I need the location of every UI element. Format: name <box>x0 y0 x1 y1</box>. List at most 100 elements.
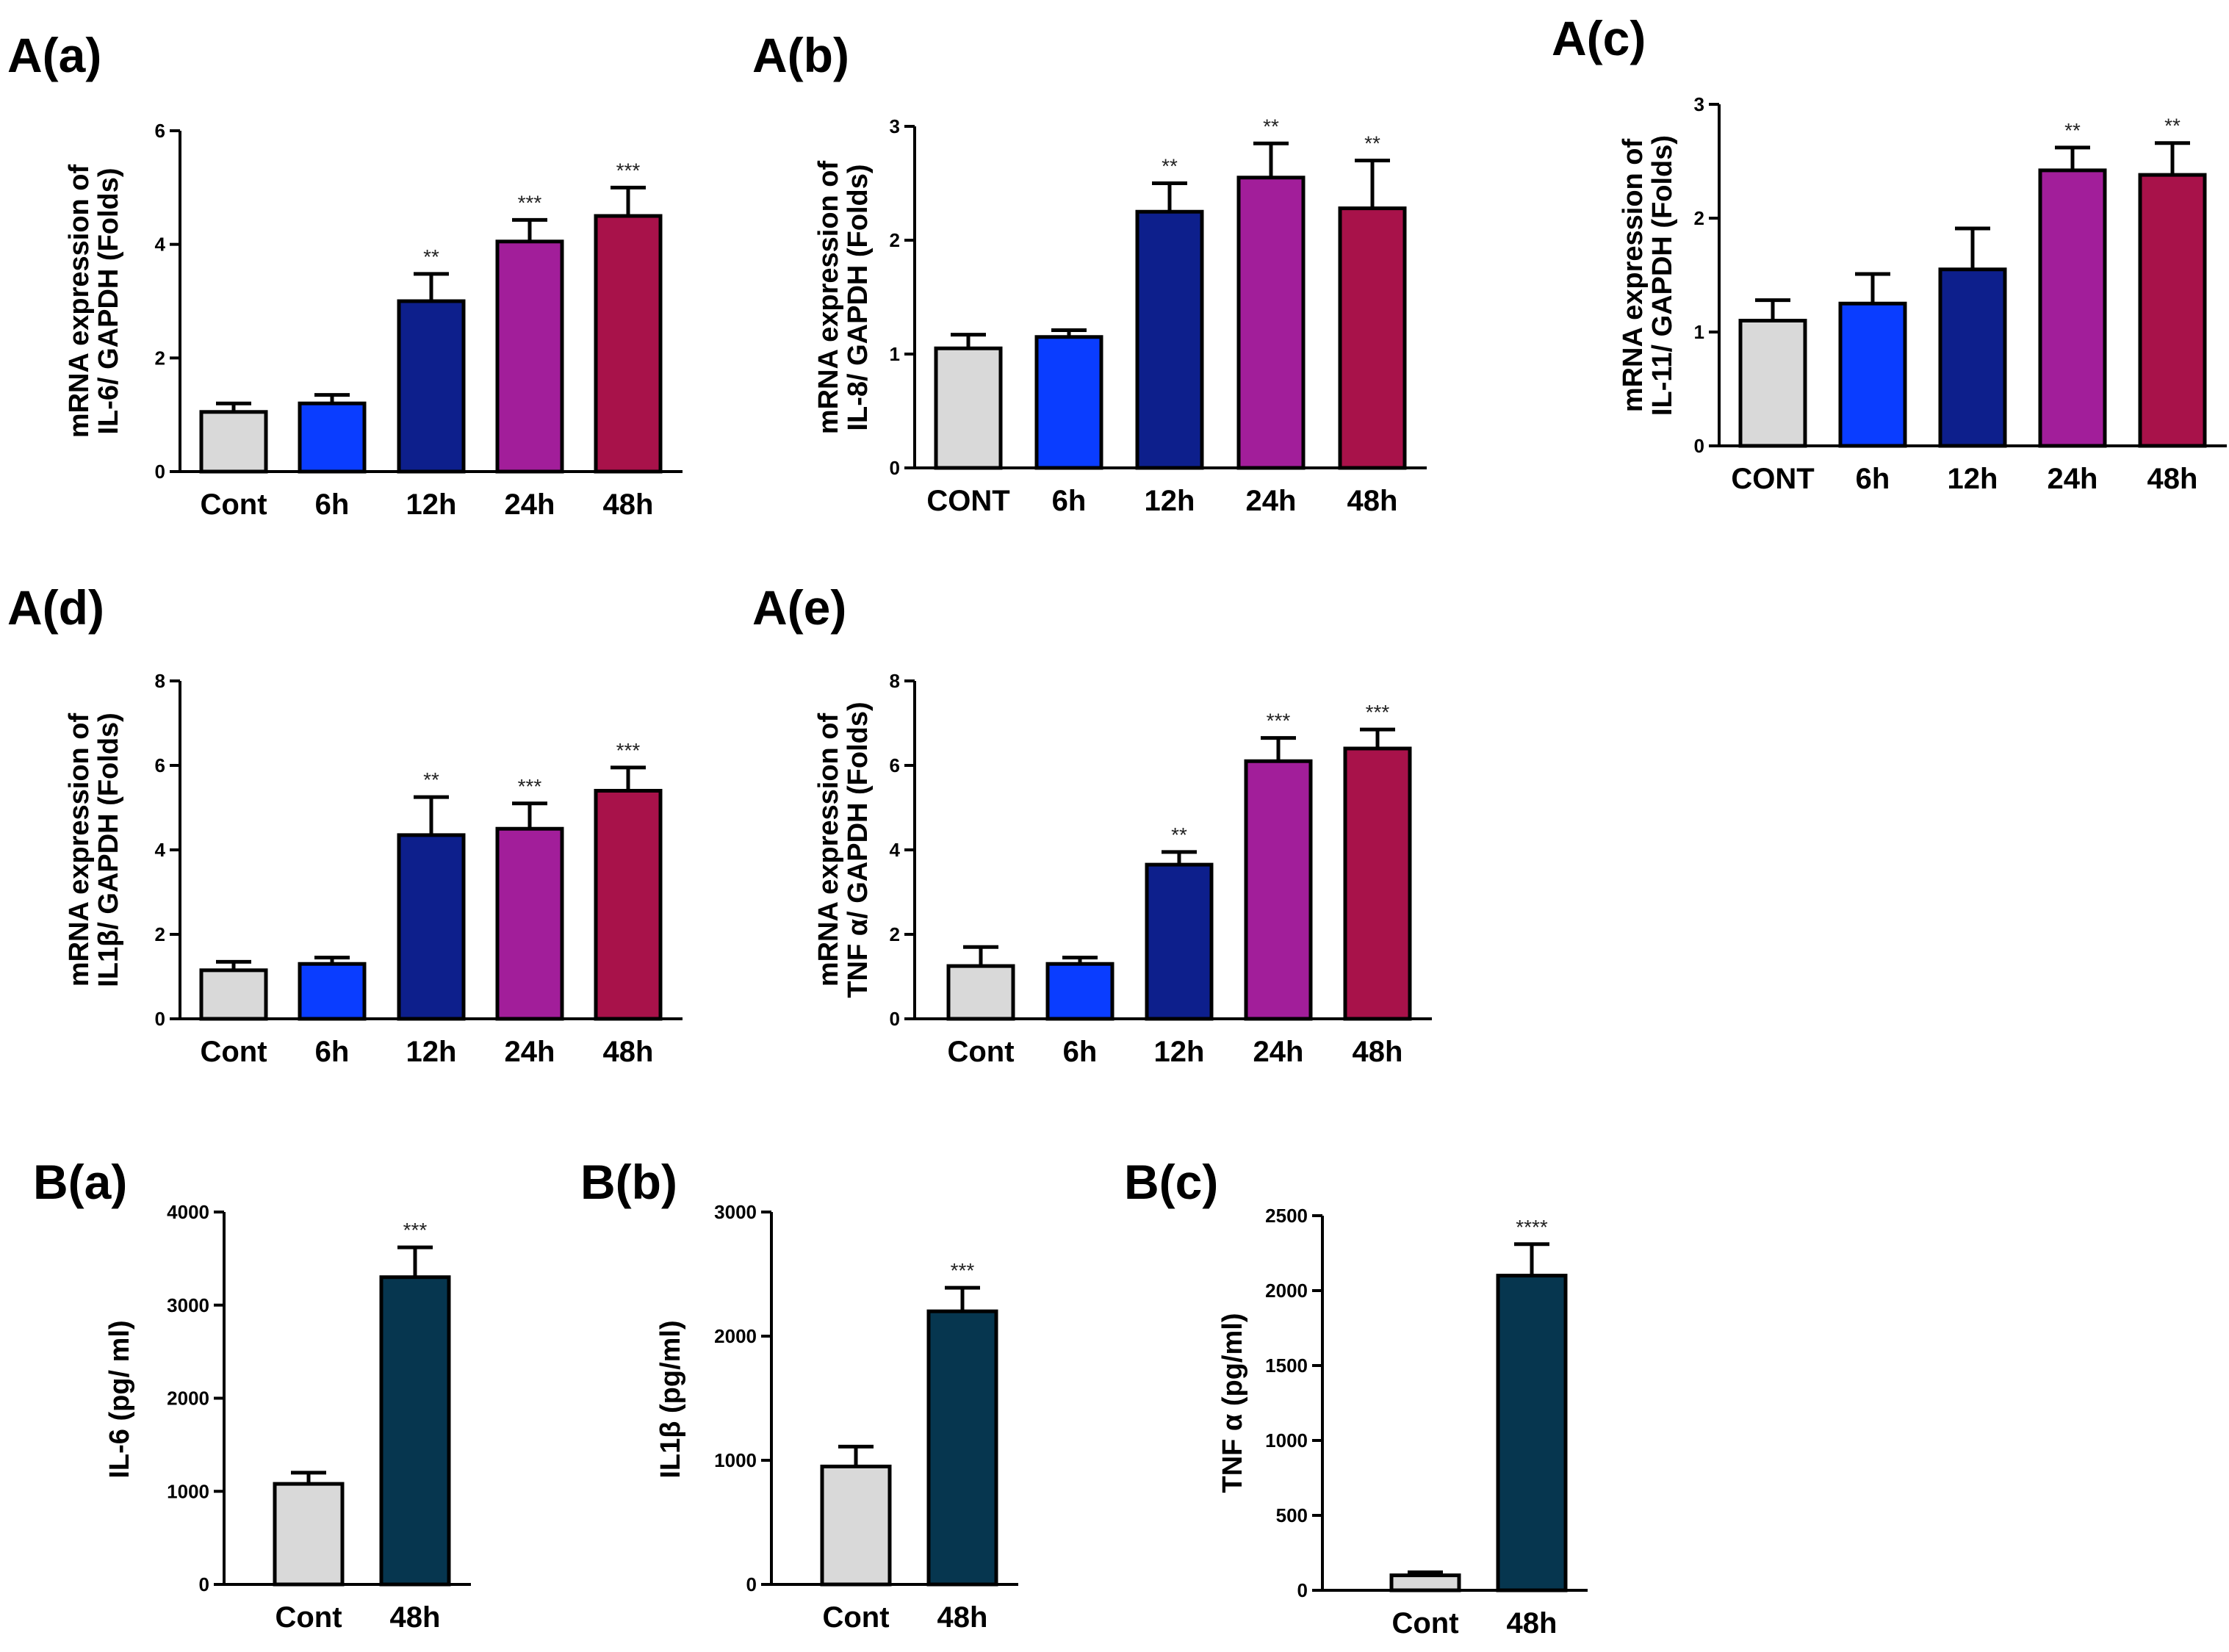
y-tick-label: 2000 <box>714 1325 757 1347</box>
y-tick-label: 2000 <box>167 1388 209 1410</box>
bar-24h <box>495 826 564 1021</box>
y-tick-label: 0 <box>746 1573 757 1595</box>
x-category-label: 24h <box>1246 485 1297 517</box>
x-category-label: 48h <box>2147 463 2198 495</box>
significance-marker: ** <box>423 245 439 268</box>
significance-marker: ** <box>1364 132 1380 155</box>
y-tick-label: 3000 <box>714 1201 757 1223</box>
significance-marker: *** <box>616 739 641 762</box>
y-axis-label: IL-8/ GAPDH (Folds) <box>843 164 874 430</box>
x-category-label: Cont <box>200 1036 267 1068</box>
y-tick-label: 1500 <box>1265 1355 1308 1377</box>
bar-48h <box>926 1309 998 1587</box>
panel-label: B(b) <box>580 1155 677 1209</box>
y-tick-label: 6 <box>890 754 900 776</box>
bar-cont <box>199 410 268 474</box>
y-axis-label: mRNA expression of <box>1618 138 1649 412</box>
panel-label: A(e) <box>752 580 846 635</box>
y-tick-label: 2 <box>1694 207 1704 229</box>
y-axis-label: mRNA expression of <box>64 713 95 986</box>
significance-marker: *** <box>518 191 542 214</box>
x-category-label: 6h <box>315 488 350 521</box>
bar-48h <box>1496 1274 1568 1593</box>
y-axis-label: TNF α/ GAPDH (Folds) <box>843 701 874 998</box>
x-category-label: Cont <box>822 1601 889 1634</box>
x-category-label: Cont <box>275 1601 342 1634</box>
y-tick-label: 4 <box>890 839 901 861</box>
y-axis-label: IL1β/ GAPDH (Folds) <box>93 713 124 987</box>
bar-24h <box>2038 168 2107 448</box>
y-axis-label: IL1β (pg/ml) <box>655 1320 686 1478</box>
panel-label: A(c) <box>1552 11 1646 65</box>
bar-24h <box>495 239 564 474</box>
y-axis-label: IL-6/ GAPDH (Folds) <box>93 167 124 434</box>
bar-48h <box>379 1275 451 1587</box>
significance-marker: ** <box>1162 155 1178 178</box>
significance-marker: *** <box>1366 701 1390 724</box>
bar-12h <box>397 833 466 1021</box>
x-category-label: 48h <box>603 488 654 521</box>
significance-marker: **** <box>1516 1216 1548 1238</box>
x-category-label: 12h <box>1948 463 1998 495</box>
y-tick-label: 8 <box>890 670 900 692</box>
x-category-label: Cont <box>947 1036 1014 1068</box>
y-tick-label: 1000 <box>167 1480 209 1502</box>
bar-cont <box>1738 319 1807 448</box>
bar-cont <box>946 964 1015 1021</box>
x-category-label: 24h <box>505 488 555 521</box>
x-category-label: CONT <box>1731 463 1814 495</box>
x-category-label: 6h <box>315 1036 350 1068</box>
y-tick-label: 3000 <box>167 1294 209 1316</box>
y-axis-label: IL-6 (pg/ ml) <box>104 1320 135 1478</box>
panel-label: A(d) <box>7 580 104 635</box>
y-tick-label: 8 <box>155 670 165 692</box>
x-category-label: 48h <box>603 1036 654 1068</box>
significance-marker: ** <box>1263 115 1279 137</box>
bar-cont <box>199 968 268 1021</box>
panel-label: A(b) <box>752 28 849 82</box>
bar-24h <box>1244 759 1313 1021</box>
x-category-label: 24h <box>505 1036 555 1068</box>
significance-marker: *** <box>616 159 641 181</box>
bar-cont <box>1389 1573 1461 1593</box>
y-tick-label: 1000 <box>1265 1429 1308 1451</box>
x-category-label: 48h <box>1507 1607 1558 1640</box>
bar-48h <box>1343 746 1412 1021</box>
x-category-label: 48h <box>1347 485 1398 517</box>
bar-6h <box>298 962 367 1021</box>
y-tick-label: 4 <box>155 234 166 256</box>
y-tick-label: 0 <box>155 461 165 483</box>
bar-48h <box>2138 173 2207 448</box>
significance-marker: ** <box>1171 823 1187 846</box>
y-tick-label: 4000 <box>167 1201 209 1223</box>
bar-48h <box>1338 206 1407 470</box>
bar-6h <box>1045 962 1114 1021</box>
y-tick-label: 0 <box>199 1573 209 1595</box>
x-category-label: 48h <box>937 1601 988 1634</box>
bar-12h <box>1135 209 1204 470</box>
bar-12h <box>1938 267 2007 448</box>
x-category-label: 24h <box>2048 463 2098 495</box>
x-category-label: 12h <box>1154 1036 1205 1068</box>
y-tick-label: 4 <box>155 839 166 861</box>
y-tick-label: 3 <box>1694 93 1704 115</box>
x-category-label: Cont <box>200 488 267 521</box>
bar-48h <box>594 214 663 474</box>
x-category-label: 48h <box>1353 1036 1403 1068</box>
y-axis-label: mRNA expression of <box>813 160 844 434</box>
significance-marker: *** <box>1267 710 1291 732</box>
y-tick-label: 2000 <box>1265 1280 1308 1302</box>
bar-cont <box>273 1482 345 1587</box>
x-category-label: 48h <box>390 1601 441 1634</box>
y-axis-label: TNF α (pg/ml) <box>1217 1313 1248 1493</box>
significance-marker: *** <box>951 1259 975 1282</box>
bar-6h <box>1034 335 1103 470</box>
x-category-label: 6h <box>1063 1036 1098 1068</box>
x-category-label: 6h <box>1856 463 1890 495</box>
bar-24h <box>1236 176 1306 470</box>
y-tick-label: 1 <box>890 343 900 365</box>
y-tick-label: 6 <box>155 120 165 142</box>
